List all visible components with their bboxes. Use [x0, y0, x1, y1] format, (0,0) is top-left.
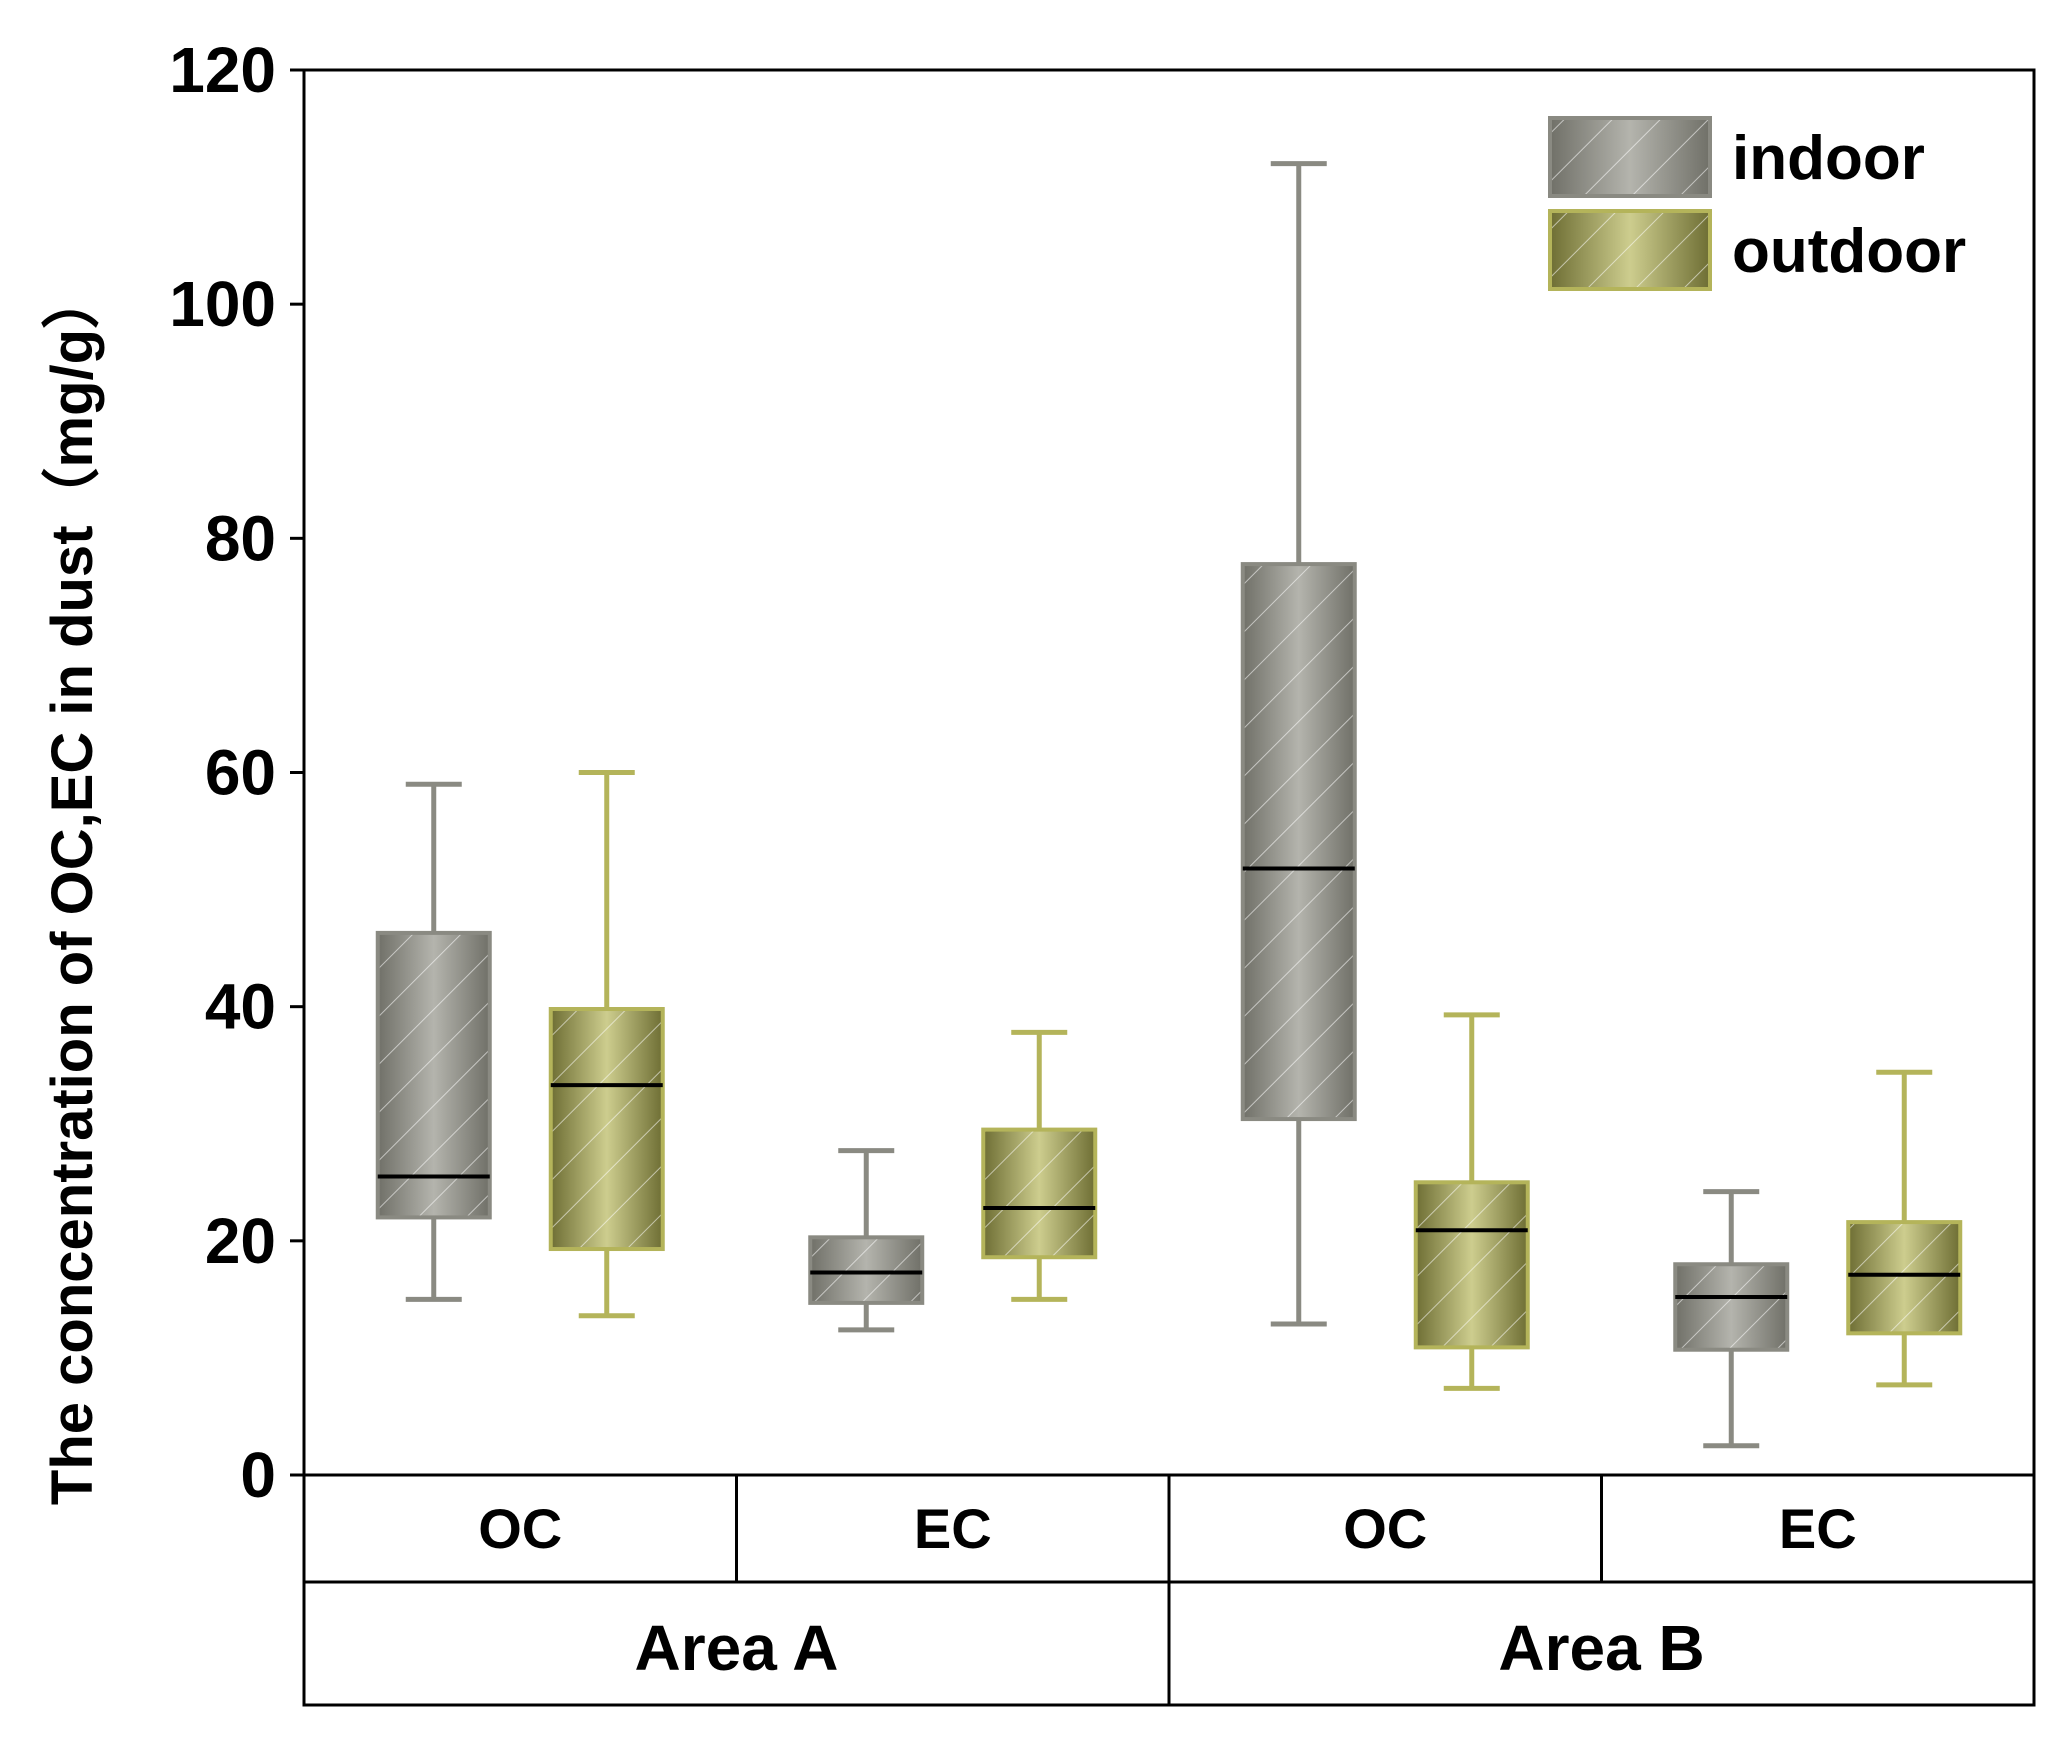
box-plots — [375, 161, 1963, 1449]
indoor-box-4 — [1673, 1189, 1790, 1449]
y-tick-label: 100 — [169, 268, 276, 340]
y-tick-label: 0 — [240, 1439, 276, 1511]
legend: indoor outdoor — [1548, 116, 1966, 291]
indoor-box-1 — [375, 781, 492, 1302]
y-tick-label: 20 — [205, 1205, 276, 1277]
legend-label-outdoor: outdoor — [1732, 217, 1966, 286]
box-hatch — [981, 1127, 1098, 1260]
box-hatch — [808, 1235, 925, 1305]
group-label: Area A — [635, 1612, 839, 1684]
indoor-box-3 — [1240, 161, 1357, 1327]
legend-label-indoor: indoor — [1732, 124, 1925, 193]
y-axis-label: The concentration of OC,EC in dust（mg/g） — [40, 271, 105, 1505]
y-tick-label: 80 — [205, 502, 276, 574]
box-hatch — [1673, 1262, 1790, 1352]
outdoor-box-4 — [1846, 1069, 1963, 1388]
box-hatch — [548, 1007, 665, 1252]
box-hatch — [1240, 562, 1357, 1122]
category-label: EC — [1779, 1497, 1857, 1560]
y-axis: 0 20 40 60 80 100 120 — [169, 34, 304, 1511]
category-label: EC — [914, 1497, 992, 1560]
group-label: Area B — [1498, 1612, 1704, 1684]
outdoor-box-3 — [1413, 1012, 1530, 1391]
y-tick-label: 60 — [205, 737, 276, 809]
box-hatch — [375, 930, 492, 1220]
y-tick-label: 40 — [205, 971, 276, 1043]
y-tick-label: 120 — [169, 34, 276, 106]
category-label: OC — [478, 1497, 562, 1560]
indoor-box-2 — [808, 1148, 925, 1333]
box-hatch — [1413, 1180, 1530, 1350]
box-hatch — [1846, 1220, 1963, 1336]
outdoor-box-1 — [548, 770, 665, 1319]
legend-swatch-hatch-outdoor — [1548, 209, 1712, 291]
category-label: OC — [1343, 1497, 1427, 1560]
legend-swatch-hatch-indoor — [1548, 116, 1712, 198]
outdoor-box-2 — [981, 1029, 1098, 1302]
category-labels: OC EC OC EC Area A Area B — [478, 1475, 1857, 1705]
